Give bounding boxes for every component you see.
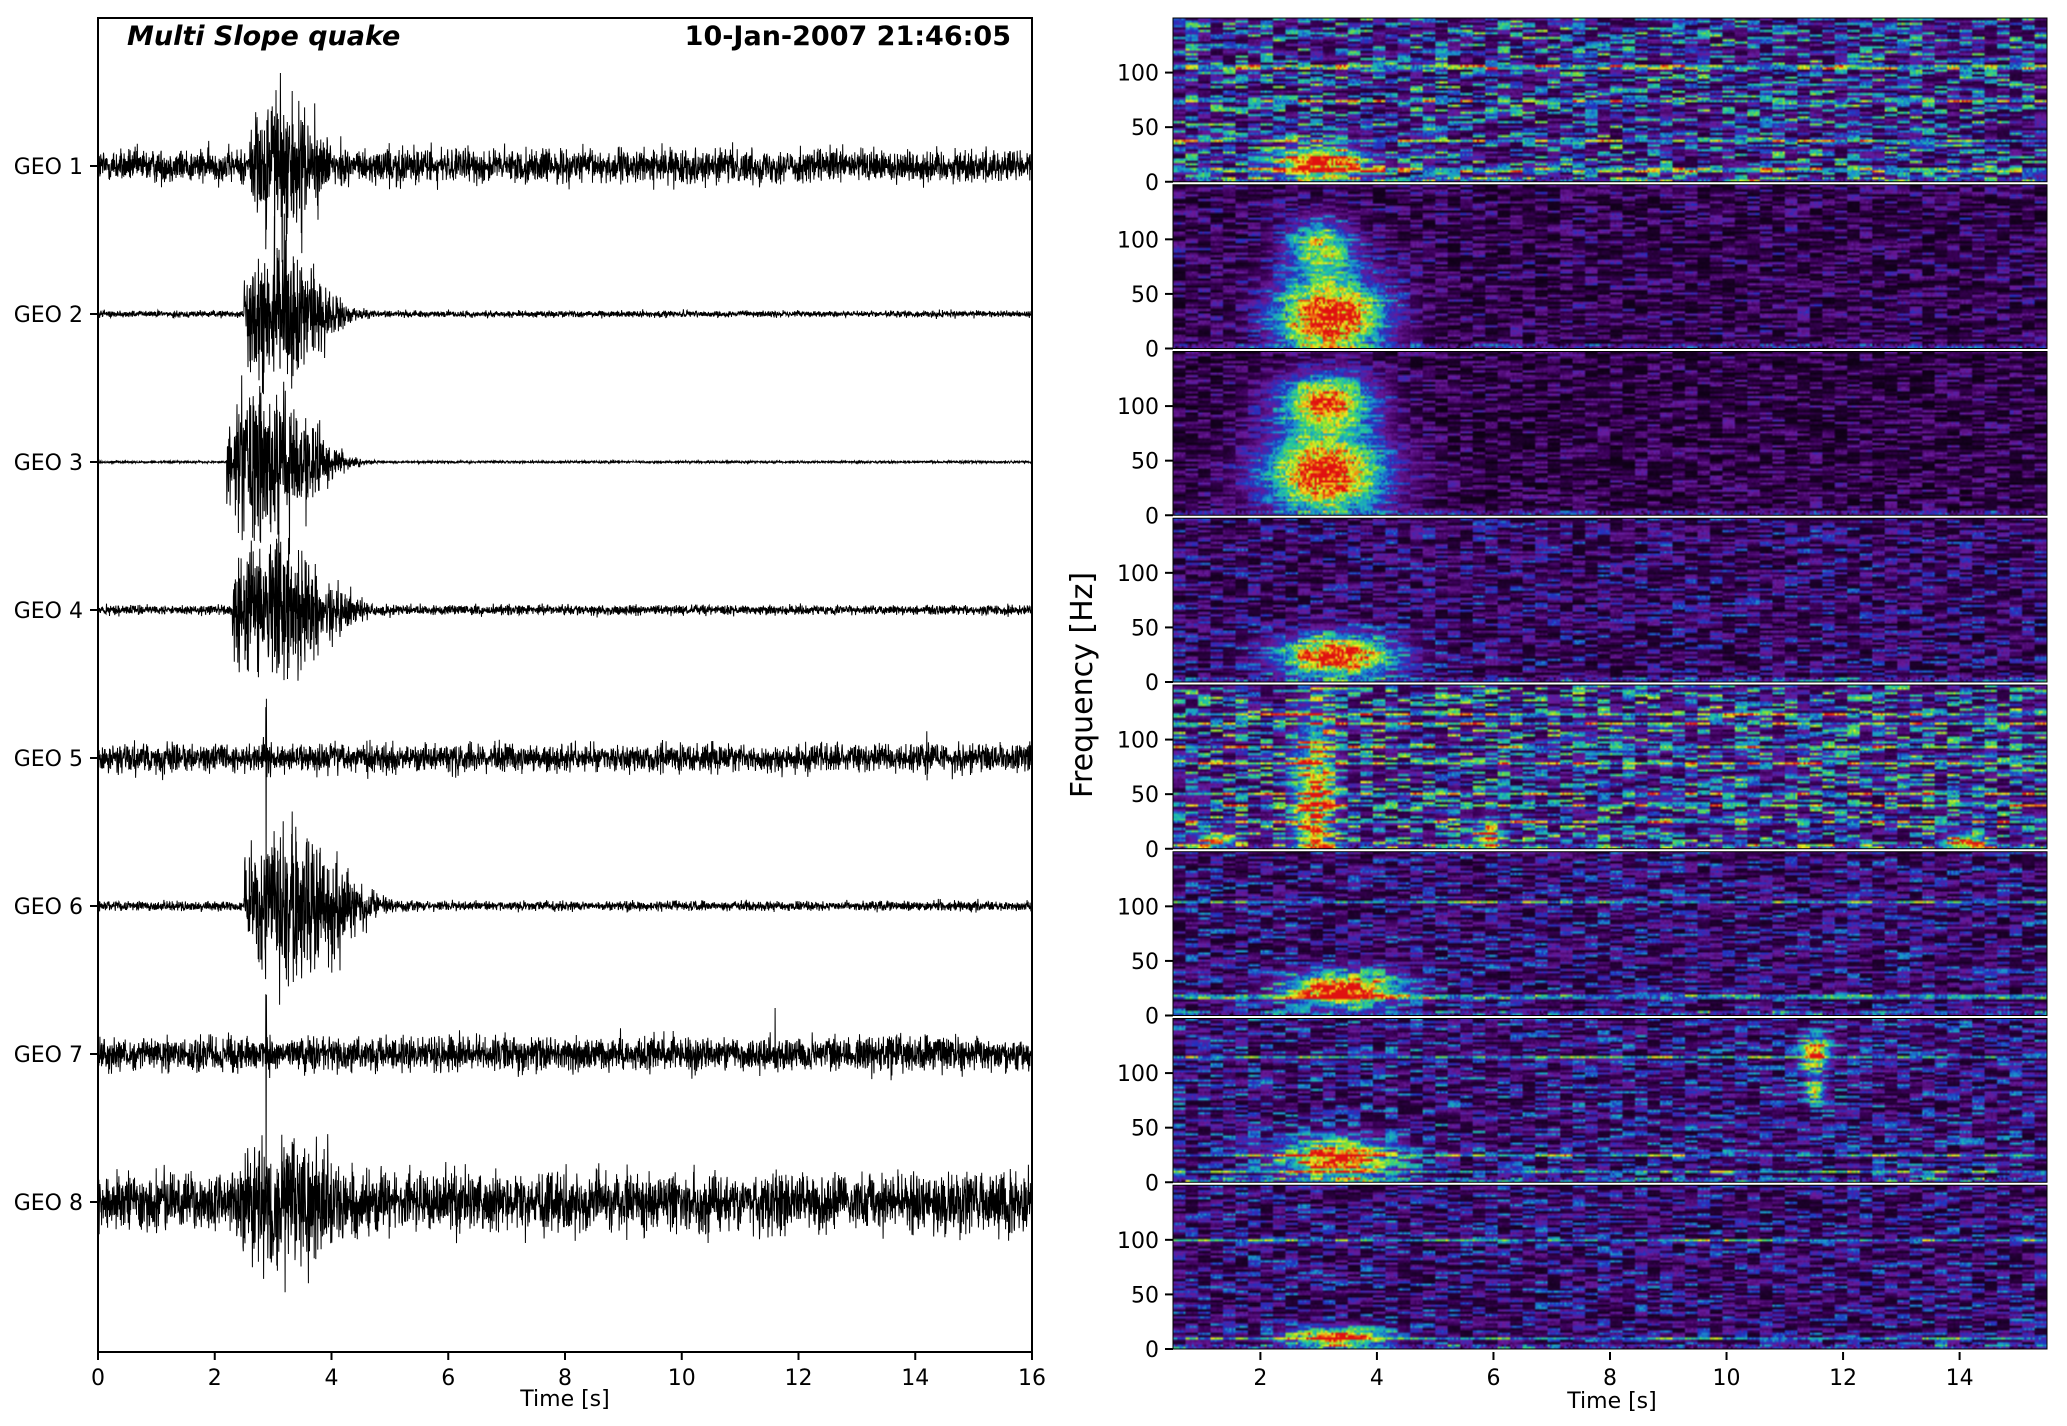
spectrogram-y-tick-0: 0 (1145, 838, 1159, 863)
spectrogram-x-tick-4: 4 (1370, 1366, 1384, 1391)
waveform-x-tick-10: 10 (668, 1366, 696, 1391)
trace-geo-2 (97, 213, 1033, 395)
station-label-geo-2: GEO 2 (14, 303, 83, 328)
spectrogram-panel: 0501000501000501000501000501000501000501… (1065, 17, 2048, 1414)
spectrogram-frame (1172, 1184, 2048, 1350)
spectrogram-x-tick-10: 10 (1713, 1366, 1741, 1391)
spectrogram-y-tick-0: 0 (1145, 504, 1159, 529)
spectrogram-frame (1172, 351, 2048, 516)
spectrogram-y-tick-100: 100 (1117, 1062, 1159, 1087)
spectrogram-y-tick-100: 100 (1117, 228, 1159, 253)
spectrogram-y-tick-50: 50 (1131, 1283, 1159, 1308)
spectrogram-y-tick-0: 0 (1145, 671, 1159, 696)
trace-geo-8 (97, 1134, 1033, 1293)
station-label-geo-1: GEO 1 (14, 155, 83, 180)
spectrogram-y-tick-50: 50 (1131, 116, 1159, 141)
spectrogram-x-tick-12: 12 (1829, 1366, 1857, 1391)
waveform-x-tick-14: 14 (901, 1366, 929, 1391)
spectrogram-y-tick-50: 50 (1131, 450, 1159, 475)
spectrogram-frame (1172, 517, 2048, 683)
spectrogram-frame (1172, 17, 2048, 183)
trace-geo-3 (97, 375, 1033, 555)
station-label-geo-8: GEO 8 (14, 1191, 83, 1216)
spectrogram-y-tick-50: 50 (1131, 783, 1159, 808)
spectrogram-y-tick-50: 50 (1131, 950, 1159, 975)
spectrogram-y-tick-50: 50 (1131, 616, 1159, 641)
spectrogram-images (1172, 17, 2048, 1350)
waveform-x-tick-2: 2 (208, 1366, 222, 1391)
waveform-x-ticks: 0 2 4 6 8 10 12 14 16 (91, 1352, 1046, 1391)
waveform-x-tick-8: 8 (558, 1366, 572, 1391)
spectrogram-frame (1172, 851, 2048, 1016)
trace-geo-6 (97, 811, 1033, 1005)
spectrogram-x-tick-8: 8 (1603, 1366, 1617, 1391)
spectrogram-y-tick-0: 0 (1145, 1171, 1159, 1196)
spectrogram-y-tick-100: 100 (1117, 1229, 1159, 1254)
spectrogram-y-tick-50: 50 (1131, 283, 1159, 308)
waveform-panel: GEO 1 GEO 2 GEO 3 GEO 4 GEO 5 GEO 6 GEO 7 GEO 8… (14, 17, 1046, 1412)
spectrogram-geo-6 (1173, 851, 2047, 1016)
spectrogram-y-tick-0: 0 (1145, 338, 1159, 363)
waveform-title: Multi Slope quake (127, 21, 400, 52)
spectrogram-x-tick-6: 6 (1486, 1366, 1500, 1391)
station-label-geo-6: GEO 6 (14, 895, 83, 920)
waveform-traces (90, 72, 1033, 1293)
trace-geo-5 (97, 698, 1033, 877)
spectrogram-geo-3 (1173, 351, 2047, 516)
waveform-x-tick-6: 6 (441, 1366, 455, 1391)
spectrogram-frame (1172, 684, 2048, 850)
waveform-x-tick-12: 12 (785, 1366, 813, 1391)
trace-geo-7 (97, 994, 1033, 1185)
waveform-x-tick-16: 16 (1018, 1366, 1046, 1391)
spectrogram-y-tick-0: 0 (1145, 171, 1159, 196)
spectrogram-geo-7 (1173, 1018, 2047, 1183)
waveform-timestamp: 10-Jan-2007 21:46:05 (685, 21, 1011, 52)
spectrogram-y-tick-100: 100 (1117, 562, 1159, 587)
trace-geo-1 (97, 72, 1033, 263)
spectrogram-geo-2 (1173, 184, 2047, 349)
spectrogram-x-axis-label: Time [s] (1566, 1389, 1656, 1414)
spectrogram-y-axis-label: Frequency [Hz] (1065, 572, 1100, 798)
spectrogram-y-ticks: 0 50 100 0 50 100 0 50 100 0 50 100 0 50 100 0 50 100 0 50 1… (1117, 62, 1173, 1363)
spectrogram-geo-4 (1173, 518, 2047, 682)
waveform-x-tick-4: 4 (325, 1366, 339, 1391)
station-labels: GEO 1 GEO 2 GEO 3 GEO 4 GEO 5 GEO 6 GEO 7 GEO 8 (14, 155, 83, 1216)
spectrogram-x-ticks: 2 4 6 8 10 12 14 (1253, 1352, 1974, 1391)
spectrogram-geo-8 (1173, 1185, 2047, 1349)
spectrogram-frame (1172, 184, 2048, 349)
spectrogram-x-tick-2: 2 (1253, 1366, 1267, 1391)
spectrogram-y-tick-50: 50 (1131, 1117, 1159, 1142)
spectrogram-y-tick-0: 0 (1145, 1338, 1159, 1363)
spectrogram-x-tick-14: 14 (1946, 1366, 1974, 1391)
waveform-x-tick-0: 0 (91, 1366, 105, 1391)
station-label-geo-7: GEO 7 (14, 1043, 83, 1068)
trace-geo-4 (97, 531, 1033, 681)
spectrogram-geo-5 (1173, 685, 2047, 849)
spectrogram-y-tick-100: 100 (1117, 895, 1159, 920)
station-label-geo-5: GEO 5 (14, 747, 83, 772)
station-label-geo-4: GEO 4 (14, 599, 83, 624)
spectrogram-y-tick-100: 100 (1117, 62, 1159, 87)
spectrogram-y-tick-100: 100 (1117, 395, 1159, 420)
spectrogram-y-tick-100: 100 (1117, 729, 1159, 754)
waveform-x-axis-label: Time [s] (519, 1387, 609, 1412)
spectrogram-y-tick-0: 0 (1145, 1005, 1159, 1030)
spectrogram-geo-1 (1173, 18, 2047, 182)
station-label-geo-3: GEO 3 (14, 451, 83, 476)
spectrogram-frame (1172, 1018, 2048, 1183)
